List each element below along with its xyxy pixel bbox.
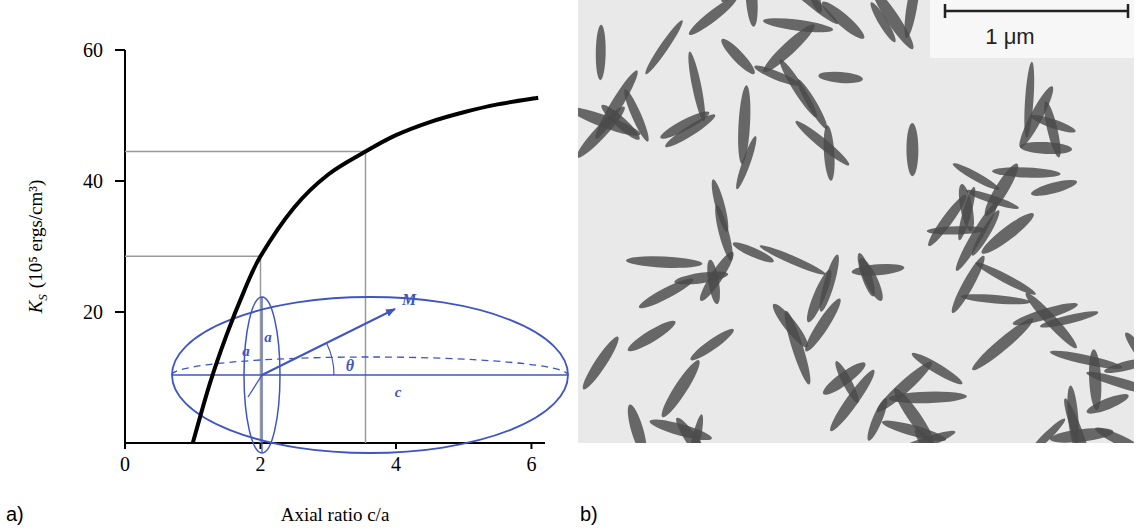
scale-bar-label: 1 μm	[985, 24, 1034, 49]
y-tick-label: 60	[83, 39, 103, 61]
particle	[1030, 177, 1079, 199]
micrograph-background	[578, 0, 1134, 443]
y-tick-label: 20	[83, 301, 103, 323]
particle	[718, 35, 759, 77]
inset-ellipsoid: aa c θ M	[172, 291, 568, 453]
particle	[744, 0, 760, 27]
particle	[960, 292, 1031, 306]
y-axis-title: KS(10⁵ ergs/cm³)	[25, 180, 50, 315]
y-tick	[115, 311, 125, 313]
particle	[696, 249, 738, 304]
particle	[1049, 347, 1124, 372]
x-tick	[124, 443, 126, 449]
particle	[642, 18, 686, 77]
depth-axis	[248, 375, 262, 397]
inset-axis-label: a	[242, 343, 250, 359]
y-axis	[124, 50, 126, 443]
particle	[579, 334, 623, 393]
particle	[948, 253, 989, 315]
y-title-unit: (10⁵ ergs/cm³)	[25, 180, 47, 289]
scale-bar-background	[930, 0, 1134, 58]
figure: 2040600246Axial ratio c/aKS(10⁵ ergs/cm³…	[0, 0, 1139, 531]
particle	[800, 0, 825, 15]
particle	[832, 359, 862, 405]
particle	[816, 253, 842, 313]
reference-line	[125, 256, 260, 443]
particle	[733, 135, 759, 191]
particle	[992, 166, 1061, 179]
particle	[709, 178, 732, 233]
particle	[880, 427, 957, 443]
particle	[818, 0, 868, 43]
particle	[686, 0, 741, 39]
particle	[621, 87, 653, 143]
magnetization-arrow	[262, 309, 395, 375]
particle	[672, 414, 719, 443]
x-axis-title: Axial ratio c/a	[281, 504, 390, 525]
x-tick-label: 2	[255, 453, 265, 475]
particle	[1020, 141, 1073, 156]
x-tick-label: 4	[391, 453, 401, 475]
y-tick-label: 40	[83, 170, 103, 192]
particle	[1022, 289, 1081, 352]
x-tick	[259, 443, 261, 449]
y-tick	[115, 49, 125, 51]
particle	[625, 317, 679, 356]
particle	[688, 325, 737, 364]
particle	[818, 70, 863, 85]
particle	[1121, 329, 1134, 388]
angle-arc	[326, 343, 334, 375]
particle	[780, 309, 814, 386]
particle	[951, 160, 1002, 193]
particle	[793, 117, 853, 168]
panel-label: a)	[6, 503, 24, 525]
y-title-subscript: S	[35, 294, 50, 301]
x-axis	[125, 442, 545, 444]
inset-axis-label: a	[264, 329, 272, 345]
particle	[624, 403, 650, 443]
inset-vector-label: M	[401, 291, 417, 308]
major-axis	[172, 374, 568, 376]
particle	[758, 242, 827, 278]
ks-curve	[193, 98, 538, 443]
x-tick-label: 0	[120, 453, 130, 475]
x-tick-label: 6	[526, 453, 536, 475]
y-tick	[115, 180, 125, 182]
particle	[658, 108, 712, 143]
inset-angle-label: θ	[346, 357, 355, 374]
x-tick	[530, 443, 532, 449]
curve-group	[193, 98, 538, 443]
particle	[974, 259, 1038, 298]
particle	[968, 314, 1036, 374]
particle	[595, 25, 606, 81]
particle	[1026, 416, 1067, 443]
particle	[762, 15, 834, 35]
particle	[657, 357, 704, 421]
particle	[1041, 100, 1064, 159]
ellipsoid-equator-back	[172, 357, 568, 375]
particle	[685, 51, 708, 123]
panel-label: b)	[580, 503, 598, 525]
particle	[924, 192, 970, 249]
particle	[626, 255, 703, 269]
particle	[854, 252, 878, 298]
inset-axis-label: c	[395, 384, 402, 400]
x-tick	[395, 443, 397, 449]
particle	[864, 396, 891, 442]
micrograph	[578, 0, 1134, 443]
scale-bar	[945, 4, 1128, 18]
particle	[906, 123, 918, 176]
particle	[753, 62, 801, 88]
particle	[1022, 62, 1036, 139]
particle	[901, 0, 922, 39]
